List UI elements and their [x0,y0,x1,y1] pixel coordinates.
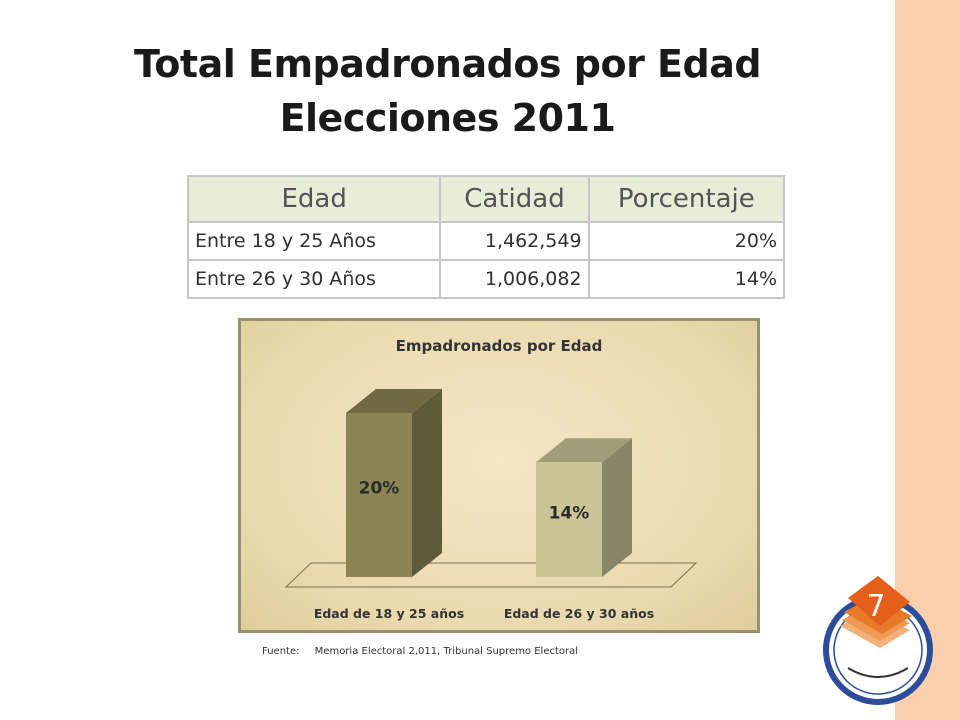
bar-top [346,389,442,413]
bar [346,413,412,577]
table-cell-edad: Entre 26 y 30 Años [186,259,442,299]
table-header-row: Edad Catidad Porcentaje [186,175,786,223]
logo-number: 7 [866,589,885,624]
logo-top-layer [848,576,910,626]
table-row: Entre 18 y 25 Años 1,462,549 20% [186,221,786,261]
data-label: 14% [549,503,590,523]
table-header-cantidad: Catidad [439,175,590,223]
category-label: Edad de 26 y 30 años [504,606,654,621]
table-cell-cantidad: 1,462,549 [439,221,590,261]
bar-top [536,438,632,463]
table-header-porcentaje: Porcentaje [587,175,786,223]
table-cell-edad: Entre 18 y 25 Años [186,221,442,261]
chart-title: Empadronados por Edad [396,337,603,355]
table-header-edad: Edad [186,175,442,223]
table-cell-porcentaje: 14% [587,259,786,299]
data-label: 20% [359,478,400,498]
table-cell-cantidad: 1,006,082 [439,259,590,299]
bar-side [602,438,632,577]
table-cell-porcentaje: 20% [587,221,786,261]
table-row: Entre 26 y 30 Años 1,006,082 14% [186,259,786,299]
logo-pencil-line [847,667,909,678]
organization-logo: 7 [823,576,933,705]
source-note: Fuente: Memoria Electoral 2,011, Tribuna… [262,646,578,657]
chart-svg: Empadronados por Edad 20% Edad de 18 y 25… [284,337,698,621]
data-table: Edad Catidad Porcentaje Entre 18 y 25 Añ… [186,175,786,299]
slide-subtitle: Elecciones 2011 [279,96,616,140]
bar [536,462,602,577]
bar-chart: Empadronados por Edad 20% Edad de 18 y 25… [238,318,760,633]
source-label: Fuente: [262,646,300,657]
slide-title: Total Empadronados por Edad [133,42,762,86]
category-label: Edad de 18 y 25 años [314,606,464,621]
bar-side [412,389,442,577]
source-text: Memoria Electoral 2,011, Tribunal Suprem… [314,646,579,657]
chart-floor [284,562,698,588]
